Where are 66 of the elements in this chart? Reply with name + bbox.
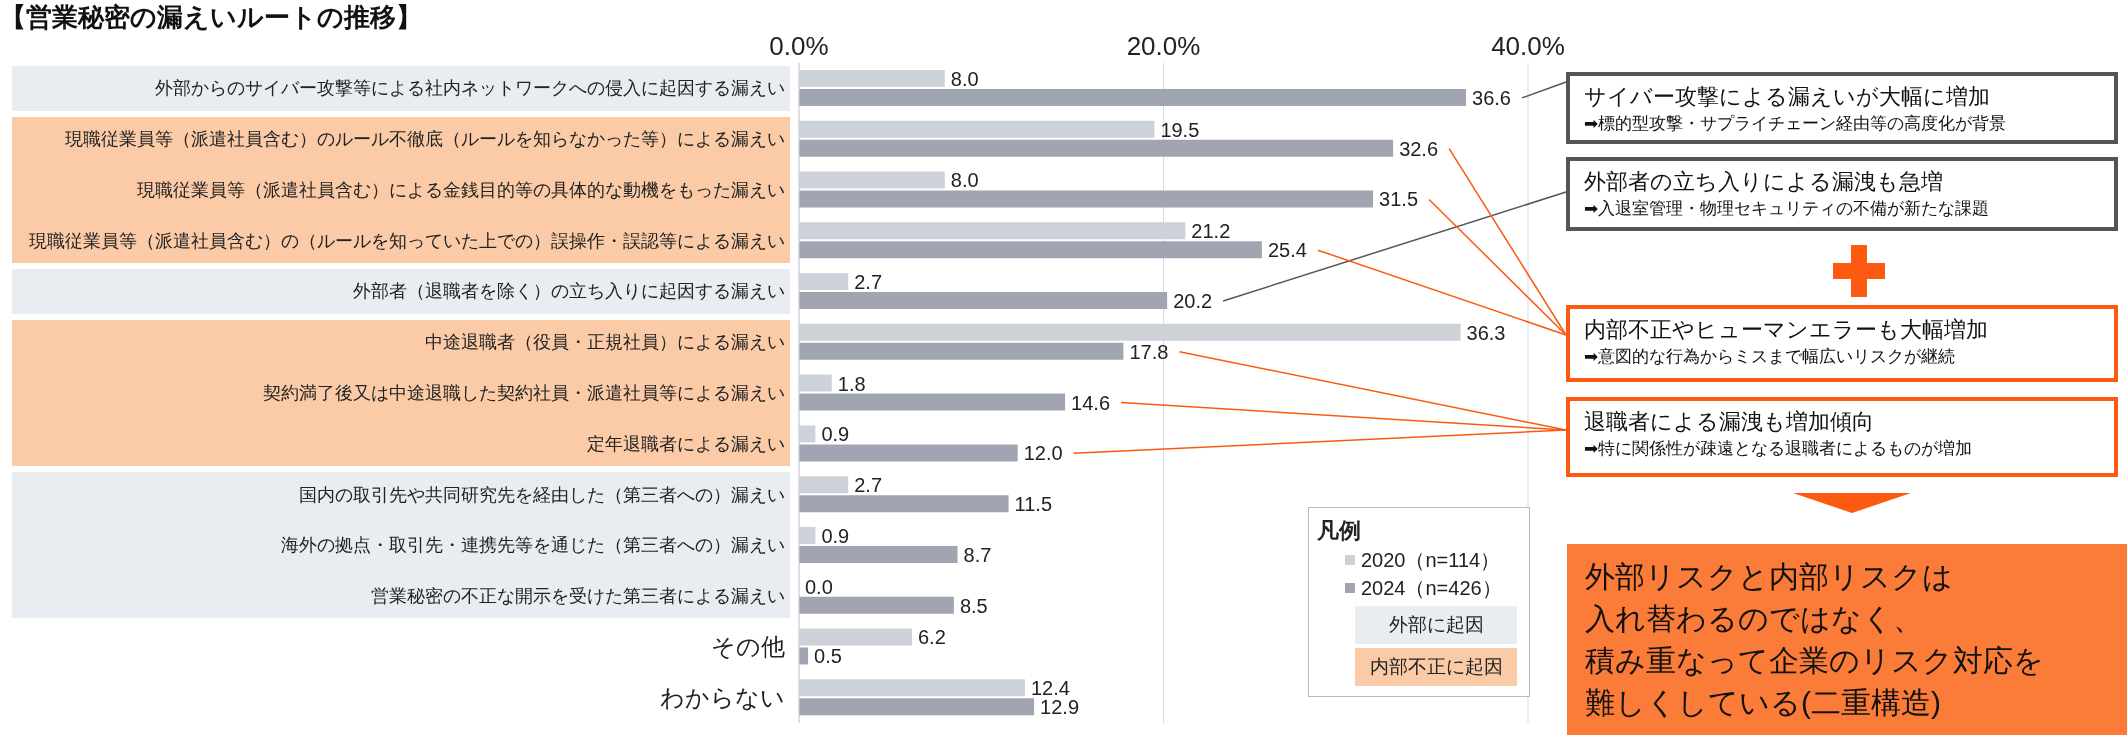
x-tick-label: 0.0%: [769, 31, 829, 61]
data-label: 0.9: [821, 524, 850, 547]
y-tick-label: 外部者（退職者を除く）の立ち入りに起因する漏えい: [353, 281, 785, 302]
data-label: 36.6: [1472, 86, 1511, 109]
bar: [799, 241, 1262, 259]
y-tick-label: 契約満了後又は中途退職した契約社員・派遣社員等による漏えい: [263, 383, 785, 403]
bar: [799, 139, 1394, 157]
y-tick-label: 現職従業員等（派遣社員含む）による金銭目的等の具体的な動機をもった漏えい: [137, 179, 785, 200]
data-label: 11.5: [1014, 493, 1053, 516]
legend-label: 2020（n=114）: [1361, 547, 1501, 573]
y-tick-label: 現職従業員等（派遣社員含む）のルール不徹底（ルールを知らなかった等）による漏えい: [65, 129, 785, 150]
data-label: 36.3: [1466, 321, 1506, 344]
annotation: 外部に起因: [1388, 614, 1484, 635]
text: 【営業秘密の漏えいルートの推移】: [0, 1, 422, 34]
data-label: 0.9: [821, 423, 850, 446]
legend-label: 2024（n=426）: [1361, 575, 1502, 601]
data-label: 14.6: [1071, 391, 1111, 414]
bar: [799, 292, 1168, 310]
data-label: 8.0: [950, 169, 979, 192]
data-label: 19.5: [1160, 118, 1200, 141]
text: 外部リスクと内部リスクは: [1585, 559, 1953, 595]
bar: [799, 393, 1066, 411]
x-tick-label: 40.0%: [1491, 31, 1565, 61]
data-label: 2.7: [854, 474, 883, 497]
text: 外部者の立ち入りによる漏洩も急増 ➡入退室管理・物理セキュリティの不備が新たな課題: [1584, 168, 1991, 220]
data-label: 8.7: [963, 543, 992, 566]
bar: [799, 444, 1018, 462]
y-tick-label: 海外の拠点・取引先・連携先等を通じた（第三者への）漏えい: [281, 535, 785, 556]
y-tick-label: 営業秘密の不正な開示を受けた第三者による漏えい: [371, 586, 785, 607]
bar: [799, 596, 954, 614]
bar: [799, 545, 958, 563]
data-label: 8.0: [950, 67, 979, 90]
y-tick-label: 外部からのサイバー攻撃等による社内ネットワークへの侵入に起因する漏えい: [155, 78, 785, 99]
bar: [799, 698, 1035, 716]
x-tick-label: 20.0%: [1126, 31, 1201, 61]
data-label: 1.8: [837, 372, 866, 395]
y-tick-label: 定年退職者による漏えい: [587, 433, 785, 454]
data-label: 0.5: [814, 645, 842, 668]
data-label: 12.0: [1023, 442, 1063, 465]
data-label: 21.2: [1191, 220, 1231, 243]
annotation: 内部不正に起因: [1369, 656, 1503, 677]
text: 退職者による漏洩も増加傾向 ➡特に関係性が疎遠となる退職者によるものが増加: [1584, 408, 1974, 460]
bar: [799, 190, 1374, 208]
text: 入れ替わるのではなく、: [1585, 601, 1923, 637]
data-label: 25.4: [1267, 239, 1307, 262]
data-label: 2.7: [854, 270, 883, 293]
data-label: 8.5: [959, 594, 988, 617]
y-tick-label: その他: [711, 633, 785, 661]
y-tick-label: 中途退職者（役員・正規社員）による漏えい: [425, 332, 785, 353]
bar: [799, 89, 1467, 106]
data-label: 32.6: [1399, 137, 1439, 160]
data-label: 17.8: [1129, 340, 1169, 363]
text: 積み重なって企業のリスク対応を: [1585, 643, 2044, 679]
data-label: 20.2: [1173, 289, 1213, 312]
data-label: 6.2: [917, 626, 946, 649]
data-label: 0.0: [805, 575, 833, 598]
legend-title: 凡例: [1317, 517, 1362, 545]
y-tick-label: 国内の取引先や共同研究先を経由した（第三者への）漏えい: [299, 484, 785, 505]
data-label: 31.5: [1379, 188, 1419, 211]
text: 内部不正やヒューマンエラーも大幅増加 ➡意図的な行為からミスまで幅広いリスクが継続: [1584, 316, 1989, 368]
text: サイバー攻撃による漏えいが大幅に増加 ➡標的型攻撃・サプライチェーン経由等の高度化が背景: [1584, 83, 2008, 135]
text: 難しくしている(二重構造): [1585, 685, 1941, 721]
bar: [799, 342, 1124, 360]
bar: [799, 495, 1009, 513]
y-tick-label: わからない: [660, 684, 785, 712]
y-tick-label: 現職従業員等（派遣社員含む）の（ルールを知っていた上での）誤操作・誤認等による漏えい: [29, 230, 785, 251]
